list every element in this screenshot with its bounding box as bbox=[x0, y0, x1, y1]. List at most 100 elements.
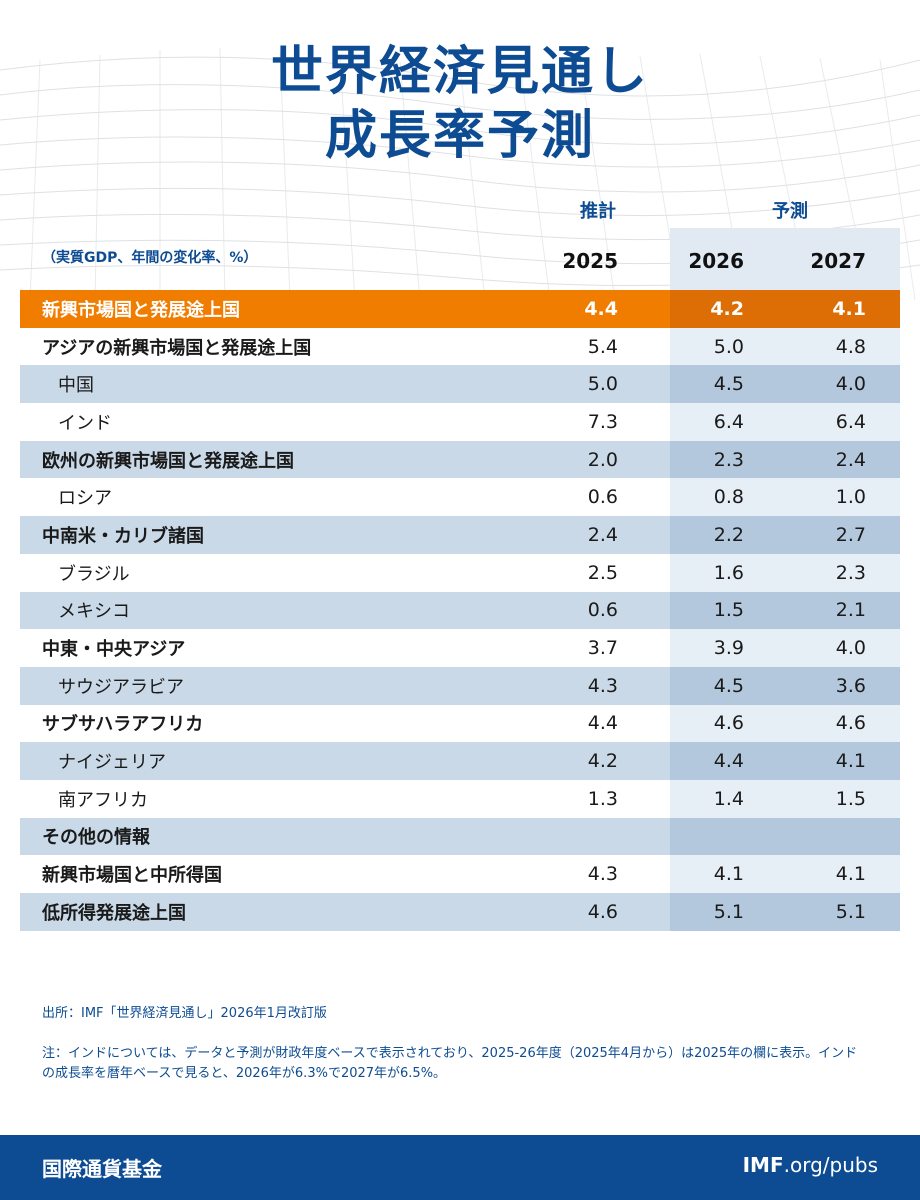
value-2026: 1.4 bbox=[713, 787, 744, 810]
table-row: 南アフリカ 1.3 1.4 1.5 bbox=[20, 779, 900, 818]
source-note: 出所：IMF「世界経済見通し」2026年1月改訂版 bbox=[42, 1006, 327, 1021]
projection-cell-bg bbox=[670, 666, 900, 705]
value-2027: 4.0 bbox=[835, 373, 866, 396]
value-2026: 4.2 bbox=[710, 297, 744, 320]
value-2025: 0.6 bbox=[587, 486, 618, 509]
row-label: アジアの新興市場国と発展途上国 bbox=[42, 337, 312, 359]
growth-table: 新興市場国と発展途上国 4.4 4.2 4.1 アジアの新興市場国と発展途上国 … bbox=[20, 290, 900, 931]
table-row: サウジアラビア 4.3 4.5 3.6 bbox=[20, 666, 900, 705]
year-header-2027: 2027 bbox=[810, 249, 866, 273]
value-2025: 4.2 bbox=[587, 750, 618, 773]
value-2026: 2.2 bbox=[713, 523, 744, 546]
value-2025: 5.4 bbox=[587, 335, 618, 358]
value-2027: 1.0 bbox=[835, 486, 866, 509]
value-2026: 2.3 bbox=[713, 448, 744, 471]
value-2027: 2.4 bbox=[835, 448, 866, 471]
row-label: メキシコ bbox=[58, 601, 130, 623]
table-row: ロシア 0.6 0.8 1.0 bbox=[20, 478, 900, 517]
projection-cell-bg bbox=[670, 516, 900, 554]
value-2027: 4.8 bbox=[835, 335, 866, 358]
value-2027: 2.3 bbox=[835, 561, 866, 584]
table-row: その他の情報 bbox=[20, 817, 900, 856]
row-label: ロシア bbox=[58, 488, 112, 510]
org-name: 国際通貨基金 bbox=[42, 1157, 162, 1181]
row-label: 中国 bbox=[58, 375, 94, 397]
row-label: 欧州の新興市場国と発展途上国 bbox=[42, 450, 294, 472]
row-label: サウジアラビア bbox=[58, 676, 184, 698]
value-2026: 1.5 bbox=[713, 599, 744, 622]
projection-header-band bbox=[670, 228, 900, 290]
footer-bar: 国際通貨基金 IMF.org/pubs bbox=[0, 1135, 920, 1200]
table-row: アジアの新興市場国と発展途上国 5.4 5.0 4.8 bbox=[20, 327, 900, 366]
projection-cell-bg bbox=[670, 327, 900, 366]
table-row: サブサハラアフリカ 4.4 4.6 4.6 bbox=[20, 704, 900, 743]
row-label: 低所得発展途上国 bbox=[42, 902, 186, 924]
projection-cell-bg bbox=[670, 591, 900, 630]
value-2027: 4.1 bbox=[835, 863, 866, 886]
value-2026: 3.9 bbox=[713, 637, 744, 660]
value-2025: 4.3 bbox=[587, 863, 618, 886]
value-2025: 2.5 bbox=[587, 561, 618, 584]
table-row: ブラジル 2.5 1.6 2.3 bbox=[20, 553, 900, 592]
table-row: メキシコ 0.6 1.5 2.1 bbox=[20, 591, 900, 630]
projection-cell-bg bbox=[670, 290, 900, 328]
value-2025: 1.3 bbox=[587, 787, 618, 810]
projection-cell-bg bbox=[670, 629, 900, 667]
table-row: インド 7.3 6.4 6.4 bbox=[20, 403, 900, 441]
value-2027: 4.1 bbox=[835, 750, 866, 773]
value-2025: 4.4 bbox=[584, 297, 618, 320]
value-2025: 4.6 bbox=[587, 900, 618, 923]
projection-cell-bg bbox=[670, 893, 900, 931]
row-label: 中南米・カリブ諸国 bbox=[42, 525, 204, 547]
value-2025: 0.6 bbox=[587, 599, 618, 622]
value-2027: 4.1 bbox=[832, 297, 866, 320]
projection-cell-bg bbox=[670, 855, 900, 893]
value-2027: 6.4 bbox=[835, 410, 866, 433]
row-label: 南アフリカ bbox=[58, 789, 148, 811]
projection-cell-bg bbox=[670, 779, 900, 818]
pubs-link[interactable]: IMF.org/pubs bbox=[743, 1153, 878, 1177]
projection-cell-bg bbox=[670, 478, 900, 517]
value-2027: 2.1 bbox=[835, 599, 866, 622]
value-2027: 4.0 bbox=[835, 637, 866, 660]
year-header-2025: 2025 bbox=[562, 249, 618, 273]
value-2027: 3.6 bbox=[835, 674, 866, 697]
table-row: 低所得発展途上国 4.6 5.1 5.1 bbox=[20, 893, 900, 931]
row-label: 新興市場国と中所得国 bbox=[42, 865, 222, 887]
value-2027: 2.7 bbox=[835, 523, 866, 546]
url-bold-part: IMF bbox=[742, 1153, 784, 1177]
value-2025: 3.7 bbox=[587, 637, 618, 660]
value-2025: 2.0 bbox=[587, 448, 618, 471]
value-2027: 4.6 bbox=[835, 712, 866, 735]
year-header-2026: 2026 bbox=[688, 249, 744, 273]
projection-cell-bg bbox=[670, 403, 900, 441]
row-label: 新興市場国と発展途上国 bbox=[42, 299, 240, 321]
projection-cell-bg bbox=[670, 365, 900, 404]
value-2025: 4.4 bbox=[587, 712, 618, 735]
projection-cell-bg bbox=[670, 553, 900, 592]
row-label: ブラジル bbox=[58, 563, 130, 585]
projection-cell-bg bbox=[670, 742, 900, 780]
value-2026: 6.4 bbox=[713, 410, 744, 433]
value-2026: 4.5 bbox=[713, 373, 744, 396]
value-2027: 5.1 bbox=[835, 900, 866, 923]
row-label: 中東・中央アジア bbox=[42, 639, 186, 661]
table-row: ナイジェリア 4.2 4.4 4.1 bbox=[20, 742, 900, 780]
row-label: その他の情報 bbox=[42, 827, 150, 849]
table-row: 新興市場国と中所得国 4.3 4.1 4.1 bbox=[20, 855, 900, 893]
estimate-header: 推計 bbox=[580, 201, 616, 222]
value-2025: 4.3 bbox=[587, 674, 618, 697]
url-rest-part: .org/pubs bbox=[783, 1153, 878, 1177]
value-2025: 2.4 bbox=[587, 523, 618, 546]
projection-cell-bg bbox=[670, 817, 900, 856]
value-2026: 1.6 bbox=[713, 561, 744, 584]
row-label: サブサハラアフリカ bbox=[42, 714, 204, 736]
row-label: インド bbox=[58, 412, 112, 434]
projection-cell-bg bbox=[670, 440, 900, 479]
table-row: 中国 5.0 4.5 4.0 bbox=[20, 365, 900, 404]
page-title-line2: 成長率予測 bbox=[324, 106, 595, 166]
table-row: 中東・中央アジア 3.7 3.9 4.0 bbox=[20, 629, 900, 667]
value-2026: 5.0 bbox=[713, 335, 744, 358]
projection-header: 予測 bbox=[772, 201, 808, 222]
table-row: 新興市場国と発展途上国 4.4 4.2 4.1 bbox=[20, 290, 900, 328]
